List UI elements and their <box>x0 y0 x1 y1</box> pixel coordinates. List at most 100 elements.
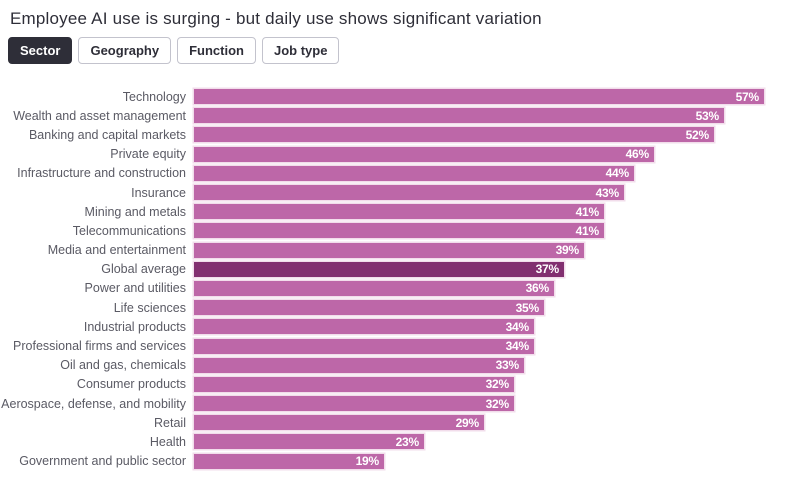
value-label: 41% <box>575 204 600 219</box>
bar[interactable]: 37% <box>194 261 564 277</box>
tab-geography[interactable]: Geography <box>78 37 172 64</box>
bar[interactable]: 33% <box>194 357 524 373</box>
chart-row: Aerospace, defense, and mobility 32% <box>0 394 800 413</box>
chart-row: Industrial products 34% <box>0 317 800 336</box>
category-label: Oil and gas, chemicals <box>60 358 186 373</box>
bar[interactable]: 34% <box>194 338 534 354</box>
bar-track: 44% <box>194 165 800 181</box>
category-label: Infrastructure and construction <box>17 166 186 181</box>
bar[interactable]: 32% <box>194 396 514 412</box>
chart-row: Professional firms and services 34% <box>0 336 800 355</box>
bar-track: 39% <box>194 242 800 258</box>
value-label: 32% <box>485 396 510 411</box>
chart-row: Health 23% <box>0 432 800 451</box>
chart-row: Technology 57% <box>0 87 800 106</box>
bar-track: 41% <box>194 204 800 220</box>
chart-row: Media and entertainment 39% <box>0 241 800 260</box>
bar[interactable]: 39% <box>194 242 584 258</box>
value-label: 35% <box>515 300 540 315</box>
category-label: Mining and metals <box>84 204 186 219</box>
chart-row: Wealth and asset management 53% <box>0 106 800 125</box>
chart-row: Private equity 46% <box>0 145 800 164</box>
category-label: Government and public sector <box>19 454 186 469</box>
bar[interactable]: 35% <box>194 300 544 316</box>
value-label: 29% <box>455 415 480 430</box>
category-label: Life sciences <box>113 300 186 315</box>
chart-row: Consumer products 32% <box>0 375 800 394</box>
value-label: 19% <box>355 454 380 469</box>
category-label: Professional firms and services <box>13 339 186 354</box>
bar-track: 32% <box>194 376 800 392</box>
category-label: Health <box>149 434 186 449</box>
bar-track: 53% <box>194 108 800 124</box>
category-label: Telecommunications <box>72 223 186 238</box>
value-label: 32% <box>485 377 510 392</box>
chart-row: Government and public sector 19% <box>0 452 800 471</box>
category-label: Power and utilities <box>84 281 186 296</box>
category-label: Aerospace, defense, and mobility <box>1 396 186 411</box>
chart-row: Insurance 43% <box>0 183 800 202</box>
bar-chart: Technology 57% Wealth and asset manageme… <box>0 87 800 471</box>
tab-sector[interactable]: Sector <box>8 37 73 64</box>
bar-track: 35% <box>194 300 800 316</box>
chart-row: Life sciences 35% <box>0 298 800 317</box>
category-label: Banking and capital markets <box>28 127 186 142</box>
bar[interactable]: 41% <box>194 223 604 239</box>
bar-track: 41% <box>194 223 800 239</box>
bar-track: 46% <box>194 146 800 162</box>
bar-track: 23% <box>194 434 800 450</box>
chart-widget: Employee AI use is surging - but daily u… <box>0 8 800 471</box>
value-label: 43% <box>595 185 620 200</box>
bar[interactable]: 29% <box>194 415 484 431</box>
bar[interactable]: 57% <box>194 89 764 105</box>
chart-title: Employee AI use is surging - but daily u… <box>10 9 542 28</box>
bar[interactable]: 36% <box>194 280 554 296</box>
value-label: 57% <box>735 89 760 104</box>
value-label: 44% <box>605 166 630 181</box>
value-label: 34% <box>505 339 530 354</box>
bar[interactable]: 53% <box>194 108 724 124</box>
bar-track: 34% <box>194 338 800 354</box>
category-label: Consumer products <box>76 377 186 392</box>
bar[interactable]: 44% <box>194 165 634 181</box>
bar[interactable]: 41% <box>194 204 604 220</box>
chart-row: Power and utilities 36% <box>0 279 800 298</box>
bar-track: 34% <box>194 319 800 335</box>
bar-track: 36% <box>194 280 800 296</box>
bar-track: 33% <box>194 357 800 373</box>
chart-row: Infrastructure and construction 44% <box>0 164 800 183</box>
bar[interactable]: 19% <box>194 453 384 469</box>
tab-bar: Sector Geography Function Job type <box>8 37 800 64</box>
category-label: Industrial products <box>83 319 186 334</box>
value-label: 36% <box>525 281 550 296</box>
bar[interactable]: 23% <box>194 434 424 450</box>
category-label: Private equity <box>110 147 186 162</box>
bar[interactable]: 32% <box>194 376 514 392</box>
chart-row: Global average 37% <box>0 260 800 279</box>
bar-track: 29% <box>194 415 800 431</box>
value-label: 39% <box>555 243 580 258</box>
value-label: 37% <box>535 262 560 277</box>
value-label: 41% <box>575 223 600 238</box>
value-label: 52% <box>685 127 710 142</box>
tab-function[interactable]: Function <box>177 37 256 64</box>
chart-row: Telecommunications 41% <box>0 221 800 240</box>
bar-track: 43% <box>194 185 800 201</box>
bar[interactable]: 43% <box>194 185 624 201</box>
value-label: 33% <box>495 358 520 373</box>
chart-row: Retail 29% <box>0 413 800 432</box>
chart-row: Banking and capital markets 52% <box>0 125 800 144</box>
value-label: 23% <box>395 434 420 449</box>
value-label: 46% <box>625 147 650 162</box>
category-label: Insurance <box>131 185 186 200</box>
value-label: 34% <box>505 319 530 334</box>
bar[interactable]: 46% <box>194 146 654 162</box>
category-label: Wealth and asset management <box>13 108 186 123</box>
category-label: Retail <box>154 415 186 430</box>
bar[interactable]: 34% <box>194 319 534 335</box>
chart-row: Mining and metals 41% <box>0 202 800 221</box>
category-label: Global average <box>101 262 186 277</box>
tab-job-type[interactable]: Job type <box>261 37 340 64</box>
bar[interactable]: 52% <box>194 127 714 143</box>
category-label: Media and entertainment <box>47 243 186 258</box>
